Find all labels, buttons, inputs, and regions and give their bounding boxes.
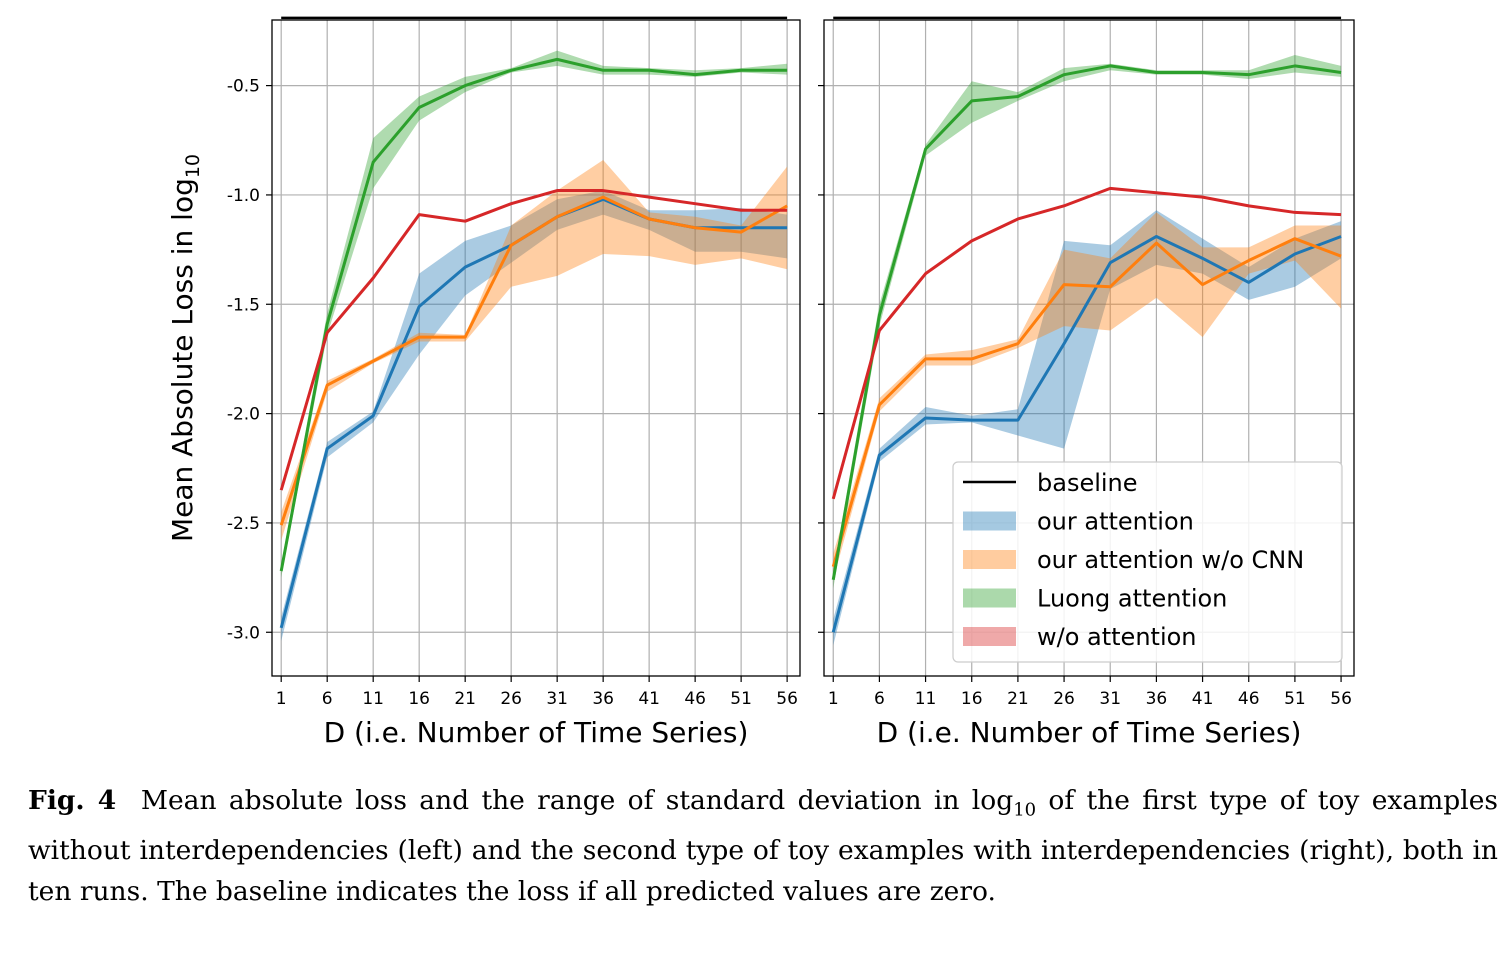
caption-text-before: Mean absolute loss and the range of stan… bbox=[140, 785, 1014, 816]
x-tick-label: 21 bbox=[454, 689, 476, 709]
x-tick-label: 51 bbox=[1284, 689, 1306, 709]
std-band-series-2 bbox=[281, 159, 788, 541]
x-tick-label: 26 bbox=[1053, 689, 1075, 709]
legend-label-0: baseline bbox=[1037, 469, 1138, 497]
legend-swatch-3 bbox=[963, 588, 1016, 608]
x-tick-label: 1 bbox=[276, 689, 287, 709]
x-tick-label: 41 bbox=[1192, 689, 1214, 709]
x-tick-label: 11 bbox=[362, 689, 384, 709]
x-axis-label: D (i.e. Number of Time Series) bbox=[324, 716, 749, 749]
x-tick-label: 16 bbox=[408, 689, 430, 709]
series-line-4 bbox=[279, 189, 788, 491]
x-tick-label: 31 bbox=[546, 689, 568, 709]
x-axis-label: D (i.e. Number of Time Series) bbox=[877, 716, 1302, 749]
x-tick-label: 41 bbox=[638, 689, 660, 709]
plot-frame bbox=[271, 19, 801, 677]
y-tick-label: -2.0 bbox=[227, 405, 260, 425]
x-tick-label: 46 bbox=[1238, 689, 1260, 709]
std-band-series-1 bbox=[833, 210, 1342, 646]
series-line-3 bbox=[831, 64, 1342, 581]
legend-swatch-2 bbox=[963, 550, 1016, 569]
series-line-2 bbox=[279, 195, 788, 526]
x-tick-label: 51 bbox=[730, 689, 752, 709]
legend-box bbox=[952, 461, 1343, 663]
x-tick-label: 36 bbox=[1146, 689, 1168, 709]
std-band-series-3 bbox=[281, 50, 788, 578]
x-tick-label: 26 bbox=[500, 689, 522, 709]
caption-text-after: of the first type of toy examples withou… bbox=[28, 785, 1498, 908]
x-tick-label: 6 bbox=[322, 689, 333, 709]
caption-label: Fig. 4 bbox=[28, 785, 117, 816]
series-line-2 bbox=[831, 237, 1342, 568]
legend-label-4: w/o attention bbox=[1037, 623, 1197, 651]
legend: baseline our attention our attention w/o C… bbox=[952, 461, 1343, 663]
legend-label-1: our attention bbox=[1037, 508, 1194, 536]
y-tick-label: -2.5 bbox=[227, 514, 260, 534]
figure-caption: Fig. 4 Mean absolute loss and the range … bbox=[28, 780, 1498, 912]
figure: Mean Absolute Loss in log10 1 6 11 16 21 26 31… bbox=[166, 16, 1355, 749]
legend-swatch-1 bbox=[963, 511, 1016, 531]
x-tick-label: 6 bbox=[874, 689, 885, 709]
legend-swatch-4 bbox=[963, 627, 1016, 646]
x-tick-label: 16 bbox=[961, 689, 983, 709]
series-line-1 bbox=[831, 234, 1342, 633]
y-tick-label: -3.0 bbox=[227, 623, 260, 643]
plot-frame bbox=[823, 19, 1355, 677]
legend-label-2: our attention w/o CNN bbox=[1037, 546, 1304, 574]
std-band-series-2 bbox=[833, 212, 1342, 580]
x-tick-label: 1 bbox=[828, 689, 839, 709]
caption-sub: 10 bbox=[1013, 799, 1037, 821]
std-band-series-1 bbox=[281, 190, 788, 642]
series-line-3 bbox=[279, 57, 788, 572]
x-tick-label: 11 bbox=[915, 689, 937, 709]
x-tick-label: 56 bbox=[776, 689, 798, 709]
y-tick-label: -1.0 bbox=[227, 186, 260, 206]
svg-text:Mean Absolute Loss in log10: Mean Absolute Loss in log10 bbox=[166, 154, 204, 542]
x-tick-label: 21 bbox=[1007, 689, 1029, 709]
y-tick-label: -1.5 bbox=[227, 295, 260, 315]
series-line-4 bbox=[831, 186, 1342, 500]
x-tick-label: 56 bbox=[1330, 689, 1352, 709]
x-tick-label: 46 bbox=[684, 689, 706, 709]
y-axis-label: Mean Absolute Loss in log10 bbox=[166, 154, 204, 542]
x-tick-label: 31 bbox=[1099, 689, 1121, 709]
legend-label-3: Luong attention bbox=[1037, 585, 1227, 613]
y-tick-label: -0.5 bbox=[227, 77, 260, 97]
left-panel: 1 6 11 16 21 26 31 36 41 46 51 56-0.5-1.0-1.5-2.0-2… bbox=[227, 16, 801, 749]
x-tick-label: 36 bbox=[592, 689, 614, 709]
